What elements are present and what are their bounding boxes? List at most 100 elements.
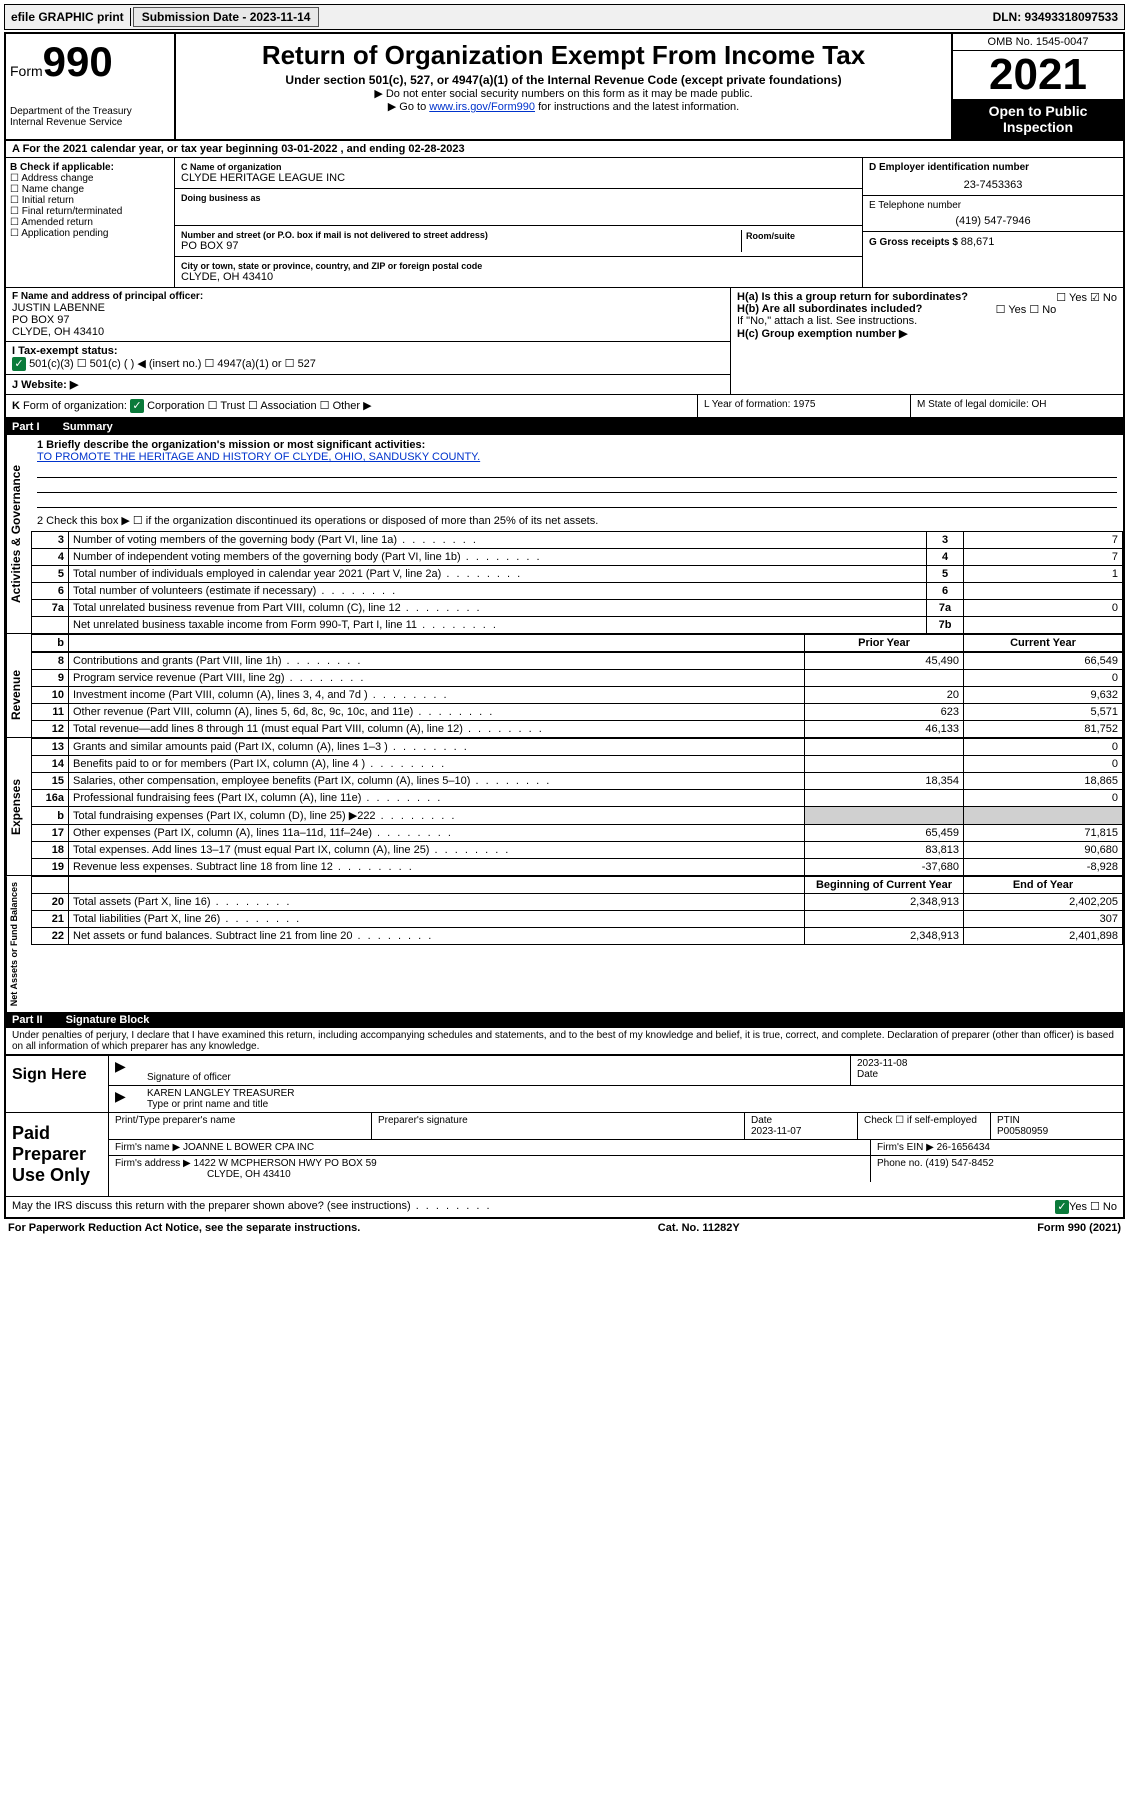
brief-block: 1 Briefly describe the organization's mi…: [31, 435, 1123, 531]
row-a-taxyear: A For the 2021 calendar year, or tax yea…: [6, 141, 1123, 158]
chk-pending[interactable]: ☐ Application pending: [10, 228, 170, 239]
hb-row: H(b) Are all subordinates included? ☐ Ye…: [737, 303, 1117, 315]
efile-topbar: efile GRAPHIC print Submission Date - 20…: [4, 4, 1125, 30]
col-b-checkboxes: B Check if applicable: ☐ Address change …: [6, 158, 175, 287]
firm-ein-lab: Firm's EIN ▶: [877, 1142, 934, 1153]
net-hdr-end: End of Year: [964, 877, 1123, 894]
form-num-big: 990: [43, 38, 113, 85]
hc-lab: H(c) Group exemption number ▶: [737, 327, 1117, 340]
q2: 2 Check this box ▶ ☐ if the organization…: [37, 514, 1117, 527]
pt-name-lab: Print/Type preparer's name: [109, 1113, 372, 1139]
hb-note: If "No," attach a list. See instructions…: [737, 315, 1117, 327]
check-icon: ✓: [12, 357, 26, 371]
note-ssn: ▶ Do not enter social security numbers o…: [180, 87, 947, 100]
form-word: Form: [10, 63, 43, 79]
ha-lab: H(a) Is this a group return for subordin…: [737, 291, 968, 303]
i-opts: 501(c)(3) ☐ 501(c) ( ) ◀ (insert no.) ☐ …: [29, 358, 316, 370]
header-mid: Return of Organization Exempt From Incom…: [176, 34, 951, 139]
ptin-val: P00580959: [997, 1126, 1048, 1137]
j-lab: J Website: ▶: [12, 379, 78, 391]
efile-label: efile GRAPHIC print: [5, 8, 131, 26]
table-row: 20Total assets (Part X, line 16)2,348,91…: [32, 894, 1123, 911]
table-row: 22Net assets or fund balances. Subtract …: [32, 928, 1123, 945]
footer-mid: Cat. No. 11282Y: [658, 1222, 740, 1234]
side-net: Net Assets or Fund Balances: [6, 876, 31, 1012]
hdr-b: b: [32, 635, 69, 652]
header-left: Form990 Department of the Treasury Inter…: [6, 34, 176, 139]
chk-final[interactable]: ☐ Final return/terminated: [10, 206, 170, 217]
ha-ans: ☐ Yes ☑ No: [1056, 291, 1117, 304]
table-row: 8Contributions and grants (Part VIII, li…: [32, 653, 1123, 670]
b-label: B Check if applicable:: [10, 162, 170, 173]
chk-name[interactable]: ☐ Name change: [10, 184, 170, 195]
net-hdr-row: Net Assets or Fund Balances Beginning of…: [6, 876, 1123, 1012]
submission-date-btn[interactable]: Submission Date - 2023-11-14: [133, 7, 320, 27]
firm-city: CLYDE, OH 43410: [207, 1169, 291, 1180]
note-link: ▶ Go to www.irs.gov/Form990 for instruct…: [180, 100, 947, 113]
sig-name-lab: Type or print name and title: [147, 1099, 1117, 1110]
firm-phone: (419) 547-8452: [925, 1158, 993, 1169]
chk-amended[interactable]: ☐ Amended return: [10, 217, 170, 228]
note2-post: for instructions and the latest informat…: [535, 101, 739, 113]
hdr-prior: Prior Year: [805, 635, 964, 652]
sig-name: KAREN LANGLEY TREASURER: [147, 1088, 1117, 1099]
ptin-lab: PTIN: [997, 1115, 1020, 1126]
side-gov: Activities & Governance: [6, 435, 31, 634]
may-ans: Yes ☐ No: [1069, 1200, 1117, 1214]
table-row: 16aProfessional fundraising fees (Part I…: [32, 790, 1123, 807]
dln-label: DLN: 93493318097533: [987, 8, 1124, 26]
header-right: OMB No. 1545-0047 2021 Open to Public In…: [951, 34, 1123, 139]
org-city: CLYDE, OH 43410: [181, 271, 856, 283]
f-lab: F Name and address of principal officer:: [12, 291, 724, 302]
side-exp: Expenses: [6, 738, 31, 876]
city-lab: City or town, state or province, country…: [181, 261, 852, 271]
expenses-section: Expenses 13Grants and similar amounts pa…: [6, 738, 1123, 876]
org-addr: PO BOX 97: [181, 240, 741, 252]
omb-number: OMB No. 1545-0047: [953, 34, 1123, 51]
phone-val: (419) 547-7946: [869, 211, 1117, 227]
ein-lab: D Employer identification number: [869, 162, 1117, 173]
dba-lab: Doing business as: [181, 193, 852, 203]
phone-lab: E Telephone number: [869, 200, 1117, 211]
col-c-name: C Name of organization CLYDE HERITAGE LE…: [175, 158, 863, 287]
table-row: 6Total number of volunteers (estimate if…: [32, 583, 1123, 600]
mission-text[interactable]: TO PROMOTE THE HERITAGE AND HISTORY OF C…: [37, 451, 480, 463]
k-form-org: K Form of organization: ✓ Corporation ☐ …: [6, 395, 698, 417]
may-discuss-row: May the IRS discuss this return with the…: [6, 1196, 1123, 1217]
part2-header: Part II Signature Block: [6, 1012, 1123, 1028]
col-hdr-row: b Prior Year Current Year: [6, 634, 1123, 652]
firm-name: JOANNE L BOWER CPA INC: [183, 1142, 314, 1153]
table-row: 18Total expenses. Add lines 13–17 (must …: [32, 842, 1123, 859]
m-state: M State of legal domicile: OH: [911, 395, 1123, 417]
part2-title: Signature Block: [66, 1014, 150, 1026]
c-name-lab: C Name of organization: [181, 162, 852, 172]
exp-table: 13Grants and similar amounts paid (Part …: [31, 738, 1123, 876]
table-row: 5Total number of individuals employed in…: [32, 566, 1123, 583]
irs-link[interactable]: www.irs.gov/Form990: [429, 101, 535, 113]
hdr-curr: Current Year: [964, 635, 1123, 652]
table-row: 7aTotal unrelated business revenue from …: [32, 600, 1123, 617]
table-row: Net unrelated business taxable income fr…: [32, 617, 1123, 634]
section-fhij: F Name and address of principal officer:…: [6, 288, 1123, 395]
table-row: 3Number of voting members of the governi…: [32, 532, 1123, 549]
arrow-icon: ▶: [115, 1088, 126, 1104]
ha-row: H(a) Is this a group return for subordin…: [737, 291, 1117, 303]
sign-here-label: Sign Here: [6, 1056, 109, 1112]
ein-val: 23-7453363: [869, 173, 1117, 191]
sig-date-lab: Date: [857, 1069, 1117, 1080]
col-fij: F Name and address of principal officer:…: [6, 288, 731, 394]
firm-addr-lab: Firm's address ▶: [115, 1158, 191, 1169]
irs-label: Internal Revenue Service: [10, 117, 170, 128]
firm-phone-lab: Phone no.: [877, 1158, 923, 1169]
hb-lab: H(b) Are all subordinates included?: [737, 303, 922, 315]
part1-header: Part I Summary: [6, 419, 1123, 435]
form-number: Form990: [10, 38, 170, 86]
pt-sig-lab: Preparer's signature: [372, 1113, 745, 1139]
firm-name-lab: Firm's name ▶: [115, 1142, 180, 1153]
chk-address[interactable]: ☐ Address change: [10, 173, 170, 184]
open-public-badge: Open to Public Inspection: [953, 99, 1123, 139]
rev-table: 8Contributions and grants (Part VIII, li…: [31, 652, 1123, 738]
chk-initial[interactable]: ☐ Initial return: [10, 195, 170, 206]
footer-left: For Paperwork Reduction Act Notice, see …: [8, 1222, 360, 1234]
table-row: 9Program service revenue (Part VIII, lin…: [32, 670, 1123, 687]
